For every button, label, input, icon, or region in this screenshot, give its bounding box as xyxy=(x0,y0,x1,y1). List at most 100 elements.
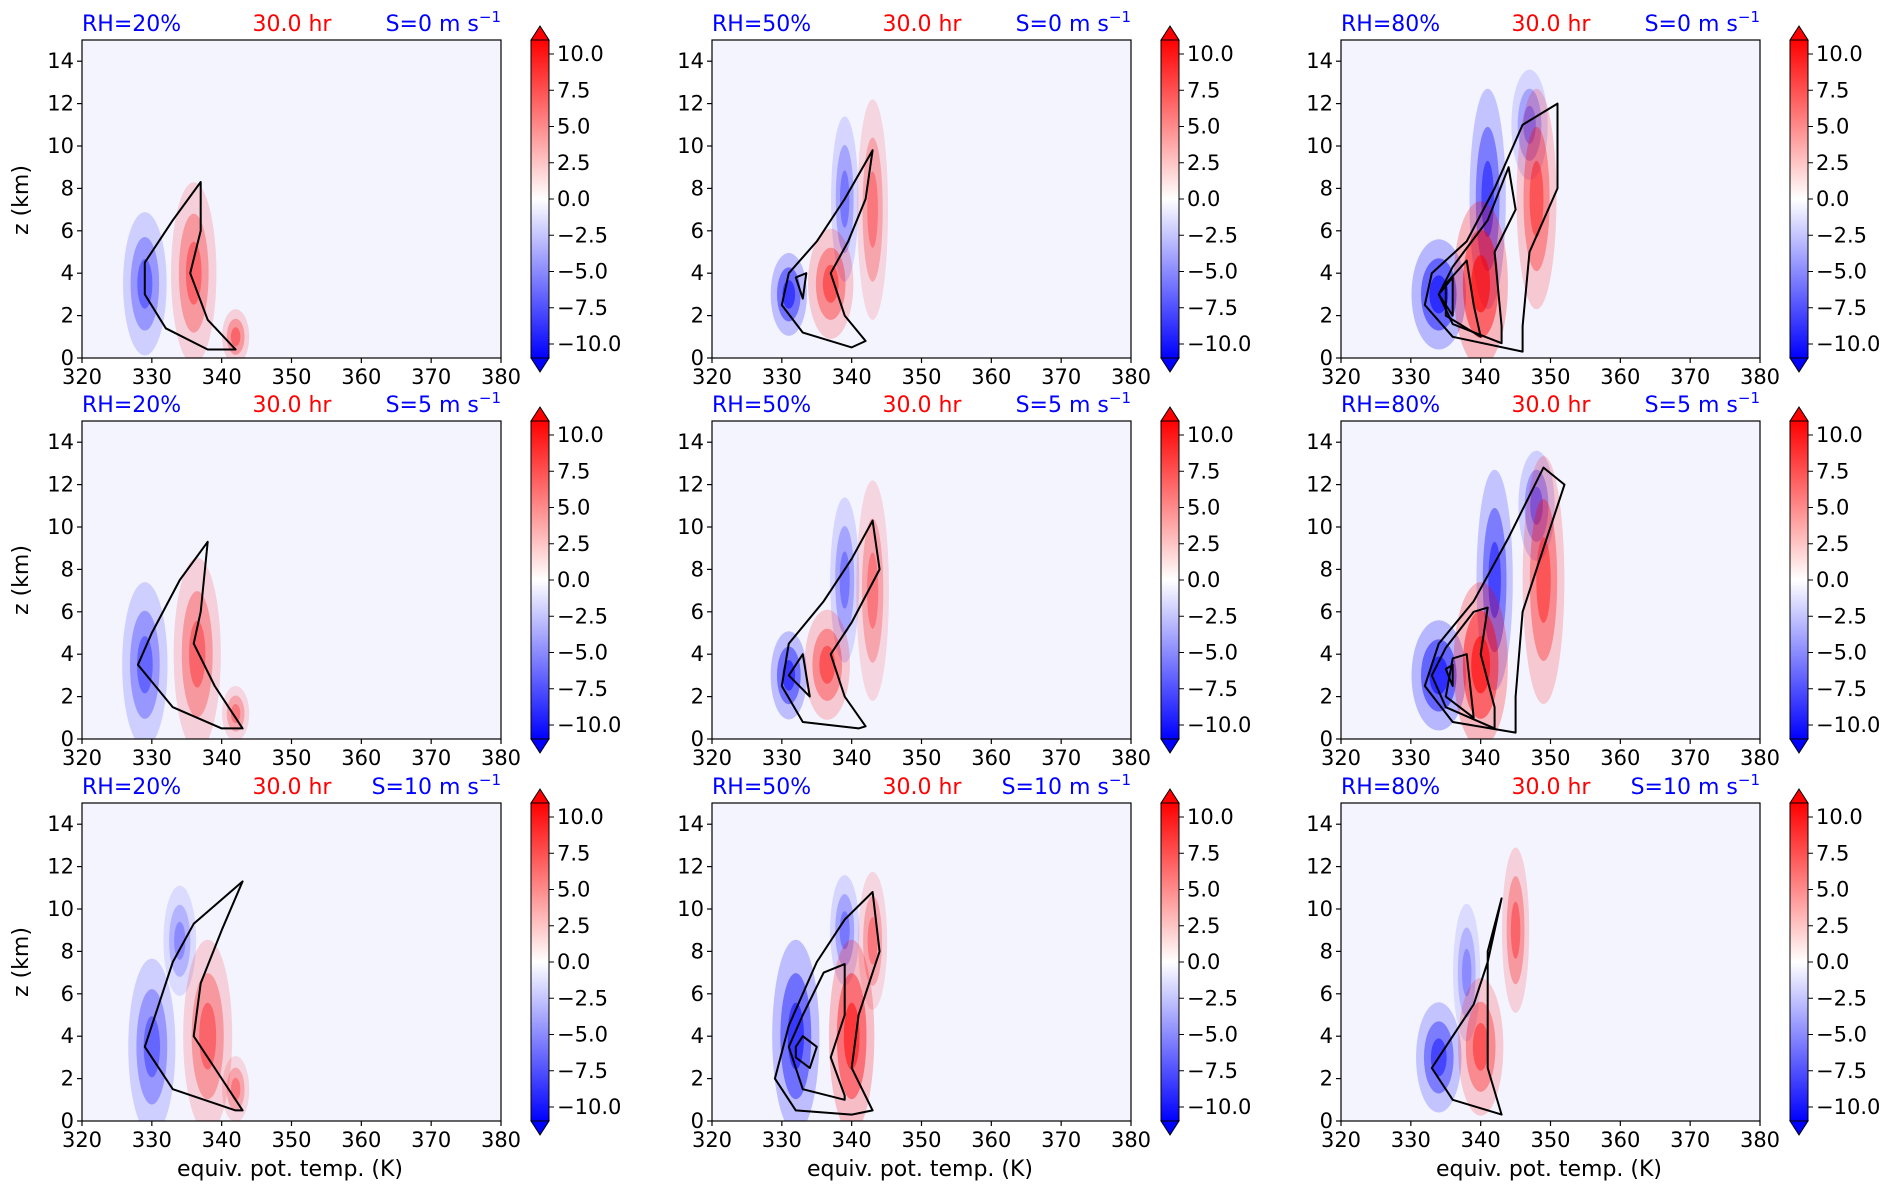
colorbar-tick-label: 0.0 xyxy=(1816,187,1849,211)
negative-shading-core xyxy=(1461,948,1472,997)
positive-shading-core xyxy=(199,1002,217,1070)
negative-shading-mid xyxy=(136,989,168,1105)
y-tick-label: 10 xyxy=(677,134,704,158)
positive-shading-core xyxy=(1471,255,1491,313)
negative-shading-core xyxy=(1429,656,1449,695)
colorbar-tick-label: −5.0 xyxy=(557,1023,608,1047)
colorbar-tick-label: 10.0 xyxy=(557,42,604,66)
y-tick-label: 0 xyxy=(1320,1109,1333,1133)
y-tick-label: 6 xyxy=(691,982,704,1006)
panel-time-label: 30.0 hr xyxy=(253,12,333,37)
shading-layer xyxy=(770,99,889,349)
colorbar-extend-min xyxy=(1789,738,1809,754)
colorbar-body xyxy=(1160,420,1180,740)
y-axis-label-row-3: z (km) xyxy=(9,927,34,997)
positive-shading-halo xyxy=(1501,847,1530,1013)
x-tick-label: 340 xyxy=(1461,1128,1501,1152)
x-tick-label: 360 xyxy=(971,1128,1011,1152)
colorbar-tick-label: −2.5 xyxy=(557,604,608,628)
negative-shading-mid xyxy=(130,610,160,719)
colorbar-tick-label: 2.5 xyxy=(1187,532,1220,556)
y-tick-label: 0 xyxy=(691,1109,704,1133)
colorbar-extend-max xyxy=(1789,788,1809,804)
y-tick-label: 6 xyxy=(1320,600,1333,624)
colorbar-tick-label: −10.0 xyxy=(557,1095,621,1119)
positive-shading-core xyxy=(230,1077,241,1101)
y-tick-label: 6 xyxy=(61,219,74,243)
y-tick-label: 8 xyxy=(691,176,704,200)
colorbar: 10.0 7.5 5.0 2.5 0.0 −2.5 −5.0 −7.5 −10.0 xyxy=(1789,406,1880,754)
colorbar-tick-label: −2.5 xyxy=(1816,986,1867,1010)
positive-shading-halo xyxy=(804,609,850,720)
colorbar-body xyxy=(530,420,550,740)
x-tick-label: 360 xyxy=(341,1128,381,1152)
contour-line xyxy=(1423,102,1559,353)
positive-shading-mid xyxy=(1529,498,1558,662)
y-tick-label: 8 xyxy=(691,939,704,963)
negative-shading-core xyxy=(1530,486,1543,525)
x-tick-label: 370 xyxy=(1670,1128,1710,1152)
panel-1: 320 330 340 350 360 370 380 0 2 4 6 8 10 12 14 RH=20% 30… xyxy=(47,8,621,389)
negative-shading-halo xyxy=(128,958,176,1121)
y-tick-label: 14 xyxy=(47,49,74,73)
panel-rh-label: RH=80% xyxy=(1341,775,1440,800)
y-tick-label: 14 xyxy=(1306,49,1333,73)
negative-shading-core xyxy=(787,1002,804,1070)
contour-line xyxy=(780,149,874,349)
shear-unit-exponent: −1 xyxy=(1738,389,1760,407)
x-tick-label: 350 xyxy=(901,365,941,389)
colorbar-tick-label: 10.0 xyxy=(557,805,604,829)
colorbar-tick-label: 0.0 xyxy=(1816,568,1849,592)
y-tick-label: 12 xyxy=(677,855,704,879)
y-tick-label: 10 xyxy=(1306,897,1333,921)
contour-line xyxy=(1444,653,1475,719)
positive-shading-core xyxy=(185,241,202,305)
panel-time-label: 30.0 hr xyxy=(883,393,963,418)
x-tick-label: 340 xyxy=(832,365,872,389)
y-tick-label: 2 xyxy=(691,1067,704,1091)
panel-shear-label: S=5 m s−1 xyxy=(1016,389,1131,418)
positive-shading-halo xyxy=(808,228,854,339)
colorbar-body xyxy=(530,802,550,1122)
contour-line xyxy=(1430,897,1503,1116)
y-tick-label: 10 xyxy=(47,515,74,539)
y-tick-label: 0 xyxy=(1320,346,1333,370)
colorbar: 10.0 7.5 5.0 2.5 0.0 −2.5 −5.0 −7.5 −10.0 xyxy=(1160,406,1251,754)
plot-background xyxy=(82,421,501,739)
x-tick-label: 330 xyxy=(132,365,172,389)
colorbar-tick-label: 7.5 xyxy=(1816,78,1849,102)
y-tick-label: 0 xyxy=(61,346,74,370)
colorbar-tick-label: −5.0 xyxy=(557,260,608,284)
positive-shading-mid xyxy=(226,695,245,732)
shear-unit-exponent: −1 xyxy=(479,8,501,26)
colorbar-body xyxy=(530,39,550,359)
panel-time-label: 30.0 hr xyxy=(1512,775,1592,800)
x-tick-label: 350 xyxy=(1530,1128,1570,1152)
panel-shear-label: S=0 m s−1 xyxy=(1016,8,1131,37)
shading-layer xyxy=(123,181,250,358)
y-tick-label: 8 xyxy=(61,939,74,963)
colorbar-extend-max xyxy=(1789,25,1809,41)
y-tick-label: 2 xyxy=(691,304,704,328)
negative-shading-core xyxy=(839,911,850,950)
y-tick-label: 14 xyxy=(1306,812,1333,836)
y-tick-label: 2 xyxy=(61,304,74,328)
y-tick-label: 6 xyxy=(691,219,704,243)
panel-9: 320 330 340 350 360 370 380 0 2 4 6 8 10 12 14 RH=80% 30… xyxy=(1306,771,1880,1152)
colorbar-tick-label: 5.0 xyxy=(1816,878,1849,902)
shading-layer xyxy=(1411,450,1566,739)
colorbar-extend-min xyxy=(530,1120,550,1136)
colorbar-extend-max xyxy=(1789,406,1809,422)
negative-shading-mid xyxy=(1524,469,1549,542)
colorbar-tick-label: 7.5 xyxy=(1187,841,1220,865)
colorbar-tick-label: −7.5 xyxy=(1816,296,1867,320)
positive-shading-mid xyxy=(1523,126,1550,272)
y-tick-label: 6 xyxy=(61,982,74,1006)
x-tick-label: 350 xyxy=(901,746,941,770)
negative-shading-halo xyxy=(1469,88,1506,310)
contour-line xyxy=(794,1035,818,1069)
shading-layer xyxy=(122,540,250,739)
colorbar-tick-label: 5.0 xyxy=(1187,115,1220,139)
colorbar-tick-label: 10.0 xyxy=(1187,423,1234,447)
colorbar-tick-label: −2.5 xyxy=(557,986,608,1010)
